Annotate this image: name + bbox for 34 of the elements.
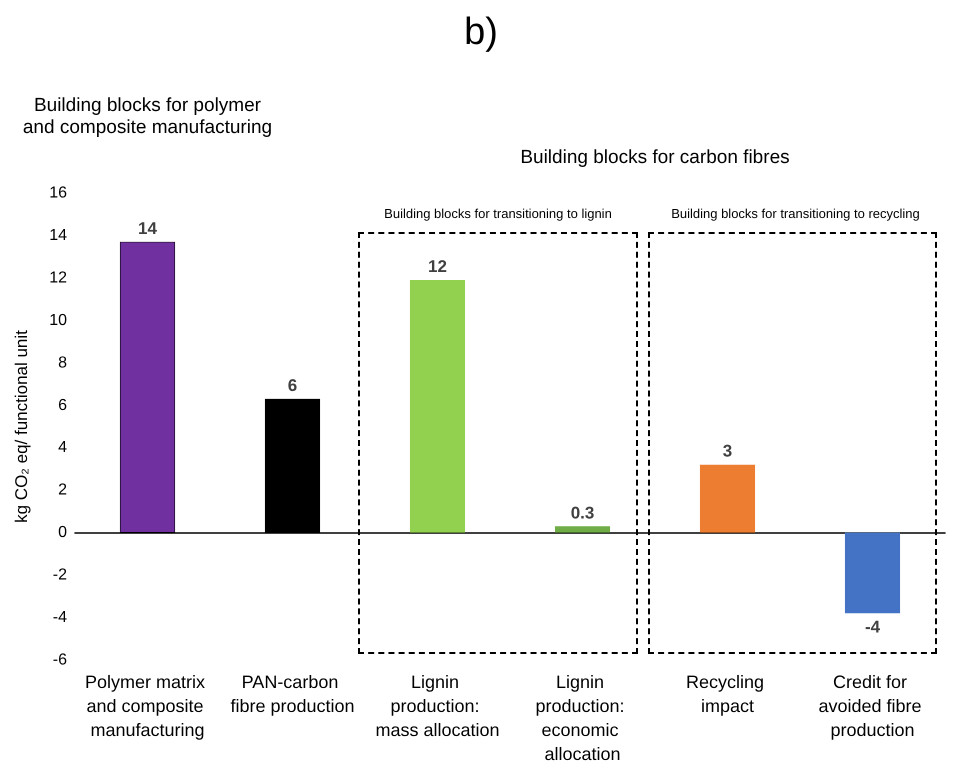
y-tick-label: 14 [49, 226, 68, 244]
y-tick-label: 2 [58, 482, 68, 499]
data-label: 14 [138, 218, 158, 238]
y-tick-label: 16 [49, 184, 68, 202]
x-tick-label: Lignin production: economic allocation [535, 672, 630, 764]
text: Building blocks for carbon fibres [519, 147, 791, 169]
bar [554, 526, 610, 533]
x-tick-label: Recycling impact [686, 672, 770, 716]
data-label: -4 [864, 617, 881, 636]
bar [844, 532, 900, 614]
bar [410, 280, 466, 533]
bar [700, 464, 756, 533]
y-tick-label: 10 [49, 312, 68, 329]
x-tick-label: Lignin production: mass allocation [375, 672, 500, 740]
y-tick-label: -6 [52, 652, 68, 668]
y-tick-label: -2 [52, 566, 68, 584]
y-tick-label: 6 [58, 396, 68, 414]
text: Building blocks for polymer and composite manufacturing [22, 95, 274, 139]
data-label: 6 [288, 376, 298, 395]
annotation: Building blocks for transitioning to lignin [383, 206, 613, 221]
chart-title: b) [464, 11, 498, 53]
y-axis-title: kg CO₂ eq/ functional unit [12, 330, 31, 523]
data-label: 3 [722, 442, 732, 461]
x-tick-label: PAN-carbon fibre production [230, 672, 355, 716]
data-label: 0.3 [570, 503, 594, 522]
x-tick-label: Polymer matrix and composite manufacturing [84, 672, 210, 740]
y-tick-label: 8 [58, 354, 68, 372]
y-tick-label: 12 [49, 269, 68, 286]
data-label: 12 [428, 257, 447, 276]
annotation: Building blocks for transitioning to recycling [670, 206, 921, 221]
y-tick-label: 0 [58, 524, 68, 542]
y-tick-label: -4 [52, 609, 68, 626]
y-tick-label: 4 [58, 439, 68, 456]
x-tick-label: Credit for avoided fibre production [818, 672, 927, 740]
